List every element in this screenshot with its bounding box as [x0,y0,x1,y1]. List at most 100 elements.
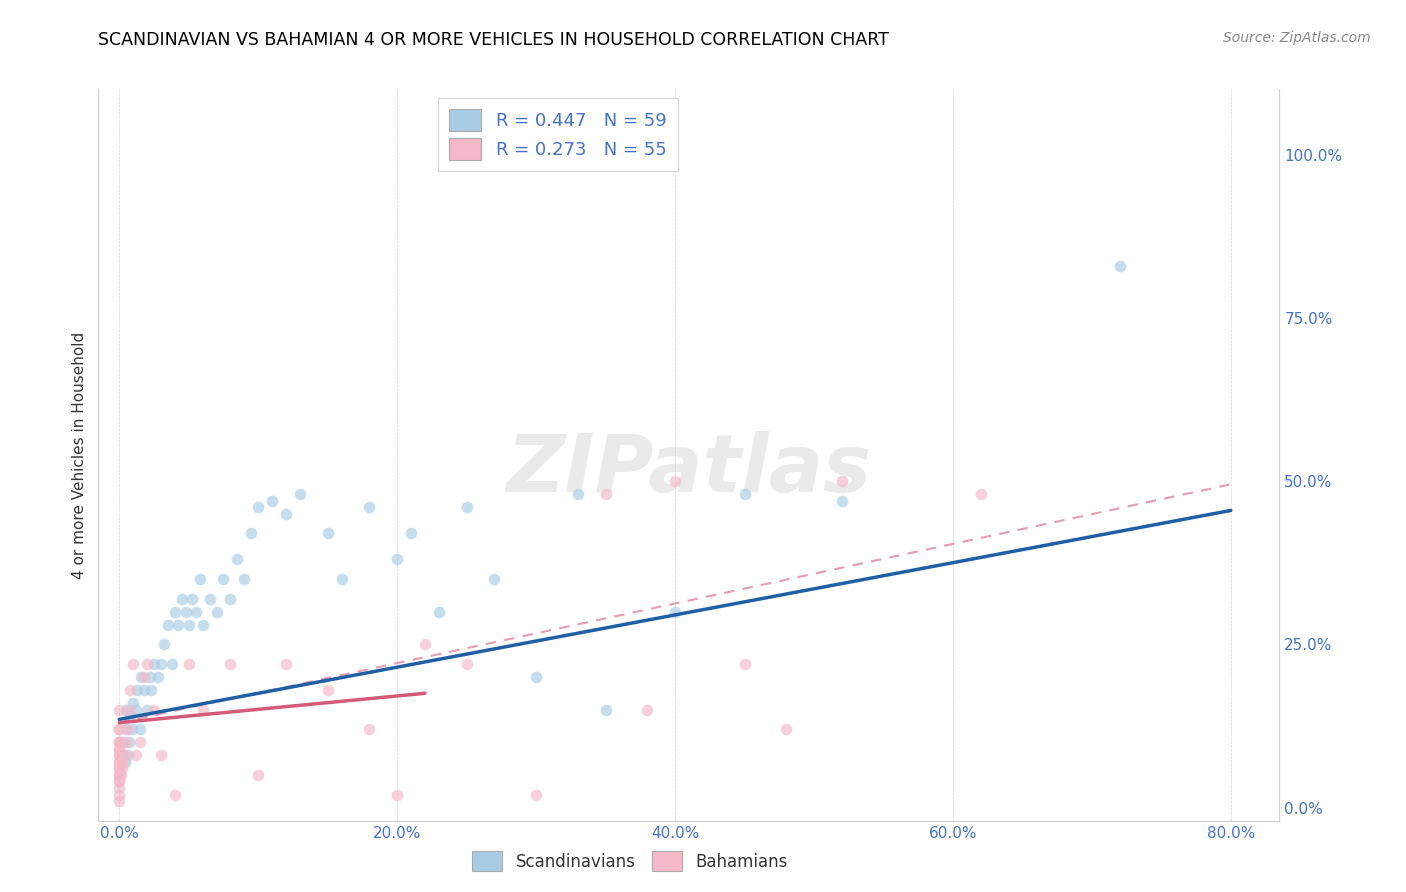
Point [636,703,658,717]
Point [156,617,179,632]
Point [163,788,186,802]
Point [149,748,172,763]
Point [108,741,131,756]
Point [734,657,756,671]
Text: SCANDINAVIAN VS BAHAMIAN 4 OR MORE VEHICLES IN HOUSEHOLD CORRELATION CHART: SCANDINAVIAN VS BAHAMIAN 4 OR MORE VEHIC… [98,31,890,49]
Point [288,487,311,501]
Text: Source: ZipAtlas.com: Source: ZipAtlas.com [1223,31,1371,45]
Point [122,657,145,671]
Point [125,703,148,717]
Point [359,500,381,515]
Point [775,723,797,737]
Point [831,474,853,488]
Point [595,703,617,717]
Point [122,696,145,710]
Point [108,703,131,717]
Point [108,723,131,737]
Point [108,774,131,789]
Point [567,487,589,501]
Point [226,552,249,566]
Point [131,670,153,684]
Point [262,493,284,508]
Point [247,768,270,782]
Point [427,605,450,619]
Point [120,709,142,723]
Point [110,768,132,782]
Point [664,474,686,488]
Point [198,591,221,606]
Point [177,617,200,632]
Point [664,605,686,619]
Point [114,748,136,763]
Point [118,703,141,717]
Point [111,748,134,763]
Point [115,723,138,737]
Point [188,572,211,586]
Point [143,657,166,671]
Point [163,605,186,619]
Point [139,670,162,684]
Point [205,605,228,619]
Point [108,748,131,763]
Point [108,748,131,763]
Point [524,788,547,802]
Point [212,572,235,586]
Point [108,768,131,782]
Point [177,657,200,671]
Point [108,755,131,769]
Point [108,735,131,749]
Point [121,723,143,737]
Point [191,703,214,717]
Point [385,788,408,802]
Point [274,657,297,671]
Point [108,768,131,782]
Point [359,723,381,737]
Point [112,735,135,749]
Point [129,723,152,737]
Point [1108,259,1130,273]
Point [117,723,139,737]
Point [120,683,142,698]
Point [160,657,183,671]
Point [125,748,148,763]
Point [141,683,163,698]
Point [399,526,422,541]
Point [115,735,138,749]
Point [118,735,141,749]
Point [219,591,242,606]
Point [524,670,547,684]
Point [170,591,193,606]
Point [108,735,131,749]
Point [108,735,131,749]
Text: ZIPatlas: ZIPatlas [506,431,872,508]
Point [108,774,131,789]
Point [152,637,174,651]
Point [166,617,188,632]
Point [108,788,131,802]
Point [111,761,134,775]
Point [456,657,478,671]
Point [149,657,172,671]
Point [146,670,169,684]
Point [316,683,339,698]
Point [191,617,214,632]
Point [184,605,207,619]
Point [831,493,853,508]
Point [174,605,197,619]
Point [734,487,756,501]
Point [129,735,152,749]
Point [143,703,166,717]
Y-axis label: 4 or more Vehicles in Household: 4 or more Vehicles in Household [72,331,87,579]
Point [316,526,339,541]
Point [595,487,617,501]
Point [136,657,159,671]
Point [219,657,242,671]
Point [484,572,506,586]
Point [240,526,263,541]
Legend: Scandinavians, Bahamians: Scandinavians, Bahamians [465,845,794,878]
Point [108,755,131,769]
Point [233,572,256,586]
Point [413,637,436,651]
Point [108,780,131,795]
Point [108,761,131,775]
